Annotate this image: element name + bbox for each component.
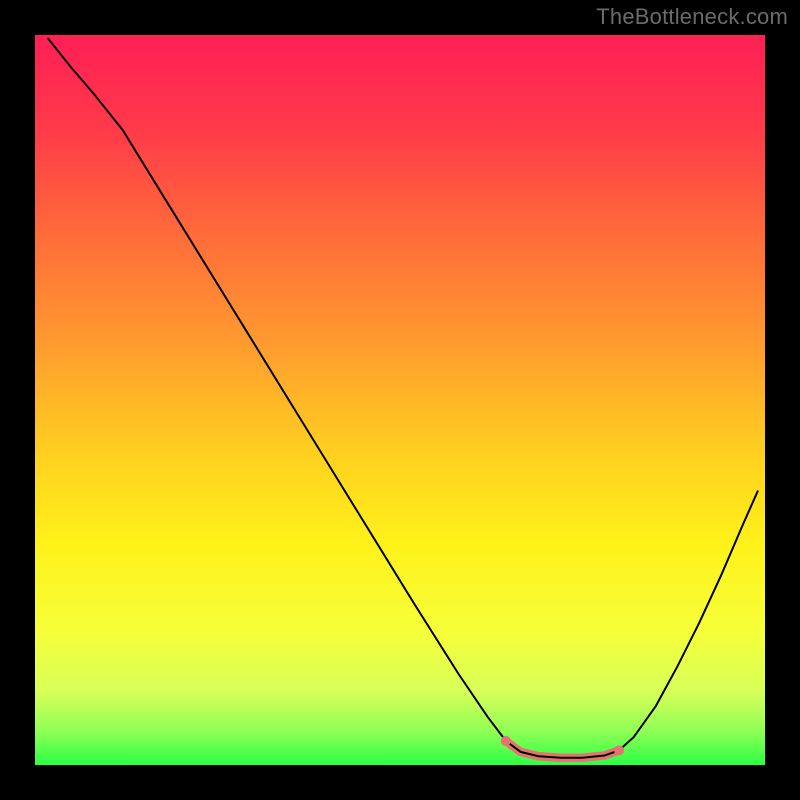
watermark-text: TheBottleneck.com <box>596 4 788 30</box>
plot-area <box>35 35 765 765</box>
band-end-knob-0 <box>501 736 511 746</box>
gradient-line-chart <box>0 0 800 800</box>
chart-stage: TheBottleneck.com <box>0 0 800 800</box>
band-end-knob-1 <box>614 745 624 755</box>
